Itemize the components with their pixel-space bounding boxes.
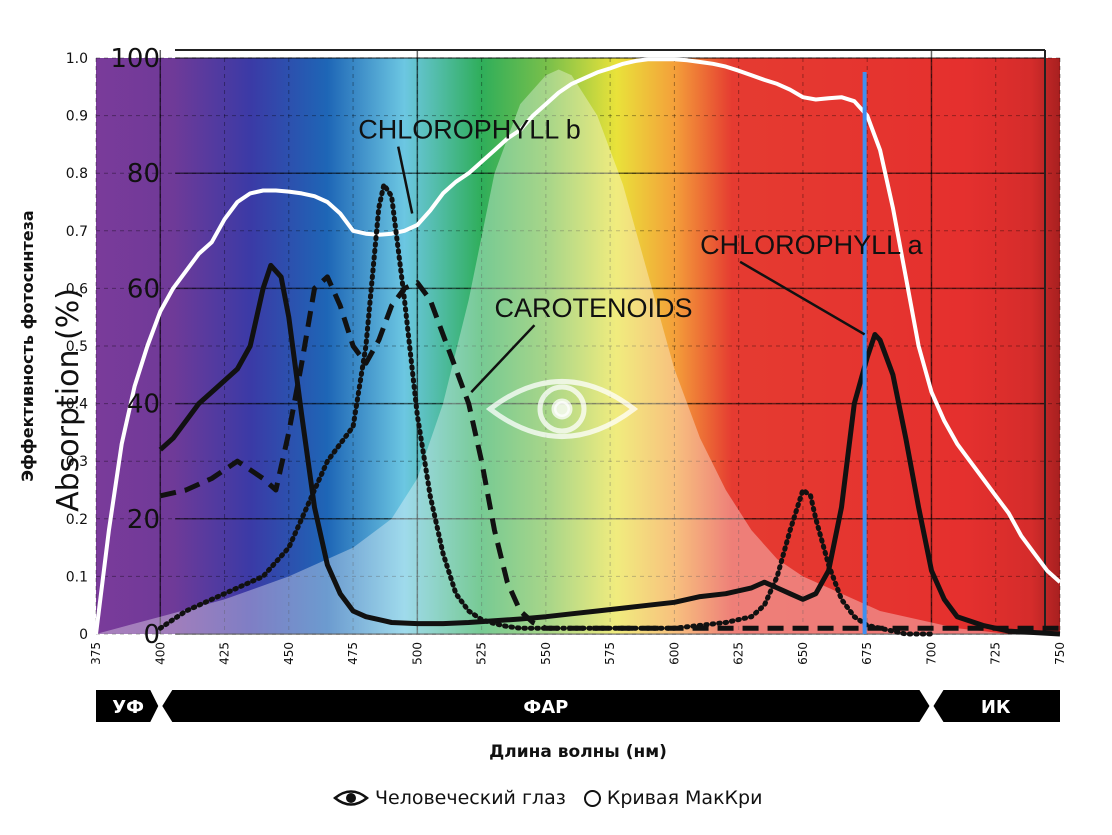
right-axis-label: Эффективность фотосинтеза <box>18 210 37 481</box>
efficiency-tick-label: 0.5 <box>66 339 88 355</box>
efficiency-tick-label: 0.1 <box>66 569 88 585</box>
left-tick-label: 80 <box>127 159 160 189</box>
band-2 <box>162 690 930 722</box>
annotation-chlorophyll-b: CHLOROPHYLL b <box>358 115 581 145</box>
efficiency-tick-label: 0.6 <box>66 281 88 297</box>
annotation-pointer-carotenoids <box>470 324 536 393</box>
legend-label-human-eye: Человеческий глаз <box>375 787 566 809</box>
watermark-eye-icon <box>485 379 639 439</box>
efficiency-tick-label: 0.7 <box>66 224 88 240</box>
left-axis-ticks: 0 20 40 60 80 100 <box>110 44 160 650</box>
spectrum-bands: УФ ФАР ИК <box>96 690 1060 722</box>
band-label: ФАР <box>523 697 568 718</box>
annotation-chlorophyll-a: CHLOROPHYLL a <box>700 230 924 260</box>
x-tick-label: 450 <box>282 642 296 665</box>
x-tick-label: 400 <box>153 642 167 665</box>
spectrum-background <box>96 58 1060 634</box>
series-carotenoids <box>159 274 1060 631</box>
eye-icon <box>333 790 369 806</box>
efficiency-tick-label: 1.0 <box>66 51 88 67</box>
annotation-carotenoids: CAROTENOIDS <box>494 293 692 323</box>
x-tick-label: 700 <box>924 642 938 665</box>
right-axis-ticks: 0 0.1 0.2 0.3 0.4 0.5 0.6 0.7 0.8 0.9 1.0 <box>66 51 88 643</box>
band-label: УФ <box>112 697 144 718</box>
legend-label-mccree: Кривая МакКри <box>606 787 763 809</box>
band-3 <box>933 690 1060 722</box>
x-tick-label: 375 <box>89 642 103 665</box>
grid <box>95 50 1061 635</box>
x-axis-label: Длина волны (нм) <box>489 742 667 762</box>
band-1 <box>96 690 159 722</box>
series-layer <box>94 57 1062 637</box>
x-axis-ticks: 375 400 425 450 475 500 525 550 575 600 625 650 675 7… <box>89 642 1067 665</box>
efficiency-tick-label: 0 <box>79 627 88 643</box>
x-tick-label: 600 <box>667 642 681 665</box>
left-axis-label: Absorption (%) <box>51 288 86 512</box>
left-tick-label: 20 <box>127 505 160 535</box>
efficiency-tick-label: 0.9 <box>66 109 88 125</box>
efficiency-tick-label: 0.4 <box>66 397 88 413</box>
legend: Человеческий глаз Кривая МакКри <box>333 787 772 809</box>
legend-item-human-eye: Человеческий глаз <box>333 787 566 809</box>
x-tick-label: 675 <box>860 642 874 665</box>
legend-item-mccree: Кривая МакКри <box>583 787 763 809</box>
efficiency-tick-label: 0.3 <box>66 454 88 470</box>
left-tick-label: 60 <box>127 274 160 304</box>
annotation-pointer-chlorophyll-a <box>739 260 866 336</box>
x-tick-label: 525 <box>475 642 489 665</box>
left-tick-label: 100 <box>110 44 160 74</box>
left-tick-label: 0 <box>143 620 160 650</box>
band-label: ИК <box>981 697 1011 718</box>
x-tick-label: 625 <box>732 642 746 665</box>
annotation-pointer-chlorophyll-b <box>396 146 414 214</box>
x-tick-label: 750 <box>1053 642 1067 665</box>
circle-icon <box>583 789 601 807</box>
x-tick-label: 425 <box>218 642 232 665</box>
human-eye-area <box>96 69 1060 634</box>
left-tick-label: 40 <box>127 390 160 420</box>
annotations: CHLOROPHYLL b CHLOROPHYLL a CAROTENOIDS <box>358 115 924 393</box>
x-tick-label: 725 <box>989 642 1003 665</box>
x-tick-label: 550 <box>539 642 553 665</box>
series-mccree <box>94 57 1062 635</box>
x-tick-label: 475 <box>346 642 360 665</box>
efficiency-tick-label: 0.2 <box>66 512 88 528</box>
x-tick-label: 650 <box>796 642 810 665</box>
series-chlorophyll-a <box>158 262 1061 637</box>
x-tick-label: 575 <box>603 642 617 665</box>
efficiency-tick-label: 0.8 <box>66 166 88 182</box>
x-tick-label: 500 <box>410 642 424 665</box>
series-chlorophyll-b <box>157 182 934 637</box>
